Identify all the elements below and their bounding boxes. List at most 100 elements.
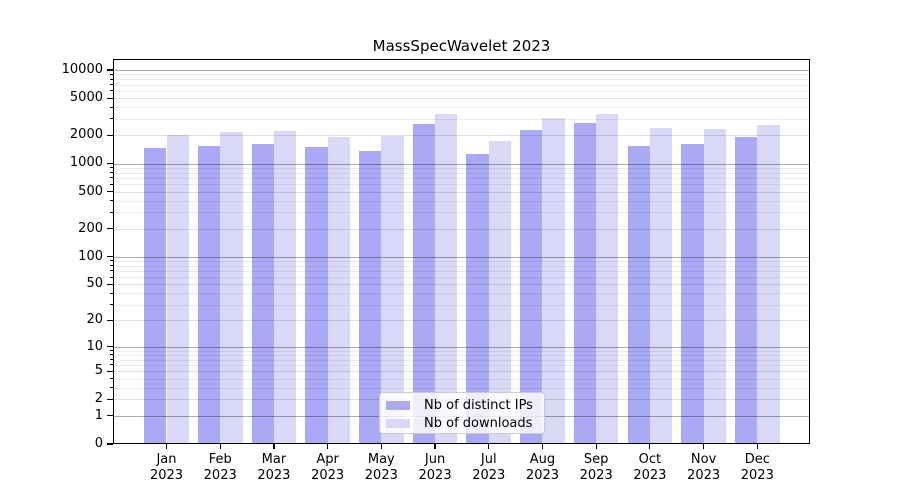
y-axis-tick [106,283,113,285]
y-axis-tick [106,69,113,71]
bar [412,124,436,443]
x-axis-tick-label: Jun 2023 [405,452,465,484]
x-axis-tick-year: 2023 [740,468,774,483]
y-axis-minor-tick [109,172,113,173]
y-axis-minor-tick [109,292,113,294]
minor-gridline [114,200,809,202]
bar [435,114,458,443]
minor-gridline [114,265,809,267]
x-axis-tick [327,444,329,449]
bar [596,113,619,443]
gridline [114,135,809,137]
y-axis-minor-tick [109,270,113,272]
minor-gridline [114,378,809,380]
x-axis-tick-label: Jul 2023 [459,452,519,484]
y-axis-minor-tick [109,200,113,202]
y-axis-tick-label: 500 [78,183,103,199]
x-axis-tick [703,444,705,449]
x-axis-tick [595,444,597,449]
x-axis-tick [541,444,544,449]
x-axis-tick-year: 2023 [149,468,184,483]
y-axis-minor-tick [109,378,113,380]
bar [144,148,167,443]
minor-gridline [114,172,809,174]
x-axis-tick-year: 2023 [687,468,721,483]
bar [305,146,328,443]
gridline [114,320,809,322]
minor-gridline [114,118,809,120]
y-axis-tick [106,415,113,417]
y-axis-tick-label: 100 [78,248,103,264]
y-axis-minor-tick [109,183,113,185]
bar [197,145,221,443]
x-axis-tick-year: 2023 [633,468,667,483]
y-axis-tick-label: 2 [94,391,103,407]
gridline [114,284,809,286]
y-axis-minor-tick [109,350,113,351]
bar [251,144,274,443]
y-axis-minor-tick [109,265,113,267]
y-axis-tick-label: 1 [94,407,103,423]
x-axis-tick-label: Nov 2023 [674,452,734,484]
minor-gridline [114,365,809,366]
x-axis-tick-year: 2023 [525,468,560,483]
minor-gridline [114,354,809,356]
y-axis-tick-label: 5000 [69,90,103,106]
minor-gridline [114,260,809,262]
x-axis-tick-year: 2023 [311,468,345,483]
y-axis-tick [106,255,113,258]
x-axis-tick [219,444,221,449]
y-axis-tick [106,228,113,230]
y-axis-minor-tick [109,364,113,366]
bar [359,150,382,443]
minor-gridline [114,177,809,179]
y-axis-minor-tick [109,304,113,306]
x-axis-tick-year: 2023 [418,468,452,483]
x-axis-tick [273,444,275,449]
x-axis-tick-year: 2023 [364,468,398,483]
legend-entry-downloads: Nb of downloads [386,414,544,432]
x-axis-tick-label: Mar 2023 [244,452,304,484]
bar [488,141,512,443]
bar [327,137,350,443]
x-axis-tick-year: 2023 [203,468,237,483]
bar [520,130,543,443]
y-axis-tick-label: 50 [86,276,103,292]
minor-gridline [114,359,809,361]
x-axis-tick [488,444,490,449]
bar [220,132,243,443]
gridline [114,346,809,348]
bar [649,127,673,443]
y-axis-tick [106,134,113,136]
y-axis-tick-label: 20 [86,312,103,328]
bar [735,136,758,443]
y-axis-tick [106,97,113,99]
y-axis-minor-tick [109,387,113,389]
gridline [114,70,809,71]
x-axis-tick-label: Sep 2023 [566,452,626,484]
gridline [114,191,809,193]
x-axis-tick-label: Aug 2023 [512,452,572,484]
legend: Nb of distinct IPs Nb of downloads [379,392,545,434]
y-axis-minor-tick [109,359,113,361]
x-axis-tick-year: 2023 [257,468,291,483]
x-axis-tick [756,444,758,449]
bar [166,134,189,443]
bar [681,143,704,443]
y-axis-tick-label: 1000 [69,155,103,171]
y-axis-tick [106,398,113,400]
y-axis-minor-tick [109,78,113,80]
bar [703,129,726,443]
minor-gridline [114,79,809,81]
x-axis-tick-year: 2023 [579,468,613,483]
y-axis-tick-label: 10 [86,338,103,354]
legend-swatch-downloads [386,418,410,428]
bar [757,125,780,443]
y-axis-tick [106,443,113,445]
y-axis-minor-tick [109,90,113,92]
minor-gridline [114,84,809,86]
x-axis-tick [649,444,651,449]
y-axis-minor-tick [109,211,113,213]
gridline [114,371,809,373]
